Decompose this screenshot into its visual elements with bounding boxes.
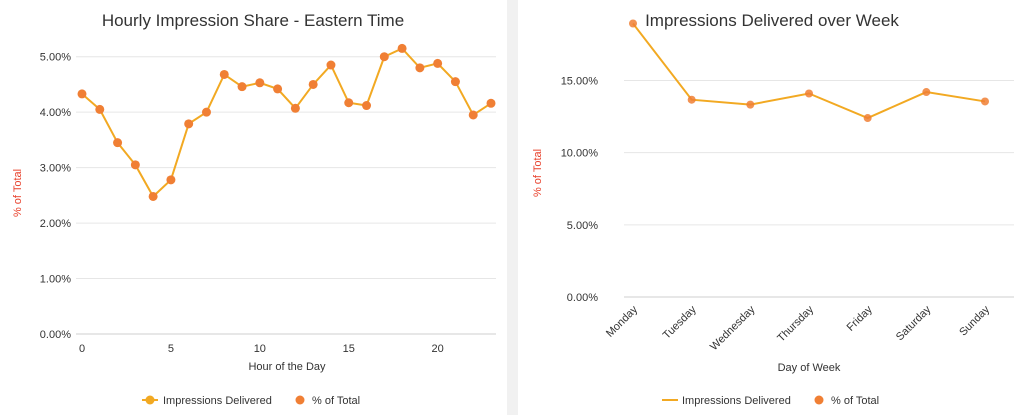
x-tick-label: 10: [254, 343, 266, 355]
data-point: [379, 52, 389, 62]
data-point: [486, 98, 496, 108]
y-tick-label: 1.00%: [40, 274, 71, 286]
y-tick-label: 5.00%: [567, 220, 598, 232]
data-point: [113, 138, 123, 148]
data-point: [95, 104, 105, 114]
data-point: [397, 43, 407, 53]
data-point: [326, 60, 336, 70]
y-tick-label: 0.00%: [567, 292, 598, 304]
x-tick-label: 20: [432, 343, 444, 355]
legend-dot-icon: [295, 395, 305, 405]
data-point: [415, 63, 425, 73]
data-point: [290, 103, 300, 113]
data-point: [433, 58, 443, 68]
x-tick-label: 5: [168, 343, 174, 355]
x-axis-title: Day of Week: [778, 362, 841, 374]
data-point: [981, 97, 989, 106]
x-tick-label: Wednesday: [708, 303, 758, 353]
data-point: [308, 79, 318, 89]
x-tick-label: 15: [343, 343, 355, 355]
legend-entry: Impressions Delivered: [682, 395, 791, 407]
data-point: [863, 114, 872, 123]
y-tick-label: 4.00%: [40, 107, 71, 119]
data-point: [629, 19, 637, 28]
data-point: [273, 84, 283, 94]
legend-entry: % of Total: [312, 395, 360, 407]
chart-title: Hourly Impression Share - Eastern Time: [102, 11, 404, 30]
data-point: [687, 95, 696, 104]
legend-marker-icon: [145, 395, 155, 405]
data-point: [468, 110, 478, 120]
chart-title: Impressions Delivered over Week: [645, 11, 899, 30]
data-point: [201, 107, 211, 117]
x-tick-label: Tuesday: [661, 303, 699, 341]
y-axis-title: % of Total: [12, 169, 24, 217]
series-line: [81, 47, 492, 199]
legend-dot-icon: [814, 395, 824, 405]
x-tick-label: Sunday: [957, 303, 992, 338]
x-tick-label: Saturday: [894, 303, 934, 343]
x-axis-title: Hour of the Day: [248, 361, 326, 373]
hourly-chart-panel: Hourly Impression Share - Eastern Time 0…: [0, 0, 507, 415]
data-point: [805, 89, 813, 98]
y-tick-label: 15.00%: [561, 76, 599, 88]
data-point: [746, 100, 755, 109]
data-point: [450, 77, 460, 87]
legend-entry: Impressions Delivered: [163, 395, 272, 407]
data-point: [219, 69, 229, 79]
x-tick-label: Monday: [604, 303, 641, 340]
x-tick-label: Friday: [845, 303, 875, 333]
y-tick-label: 5.00%: [40, 52, 71, 64]
weekly-chart: Impressions Delivered over Week 0.00% 5.0…: [532, 11, 1014, 407]
data-point: [255, 78, 265, 88]
y-tick-label: 10.00%: [561, 148, 599, 160]
data-point: [77, 89, 87, 99]
hourly-chart: Hourly Impression Share - Eastern Time 0…: [12, 11, 496, 407]
series-line: [632, 22, 986, 120]
y-tick-label: 3.00%: [40, 163, 71, 175]
legend: Impressions Delivered % of Total: [662, 395, 879, 407]
data-point: [130, 160, 140, 170]
data-point: [166, 175, 176, 185]
data-point: [362, 101, 372, 111]
legend: Impressions Delivered % of Total: [142, 395, 360, 407]
y-tick-label: 0.00%: [40, 329, 71, 341]
y-tick-label: 2.00%: [40, 218, 71, 230]
data-point: [344, 98, 354, 108]
data-point: [237, 82, 247, 92]
data-point: [184, 119, 194, 129]
x-tick-label: 0: [79, 343, 85, 355]
y-axis-title: % of Total: [532, 149, 544, 197]
x-tick-label: Thursday: [775, 303, 816, 344]
legend-entry: % of Total: [831, 395, 879, 407]
data-point: [148, 191, 158, 201]
data-point: [922, 88, 931, 97]
weekly-chart-panel: Impressions Delivered over Week 0.00% 5.0…: [518, 0, 1019, 415]
